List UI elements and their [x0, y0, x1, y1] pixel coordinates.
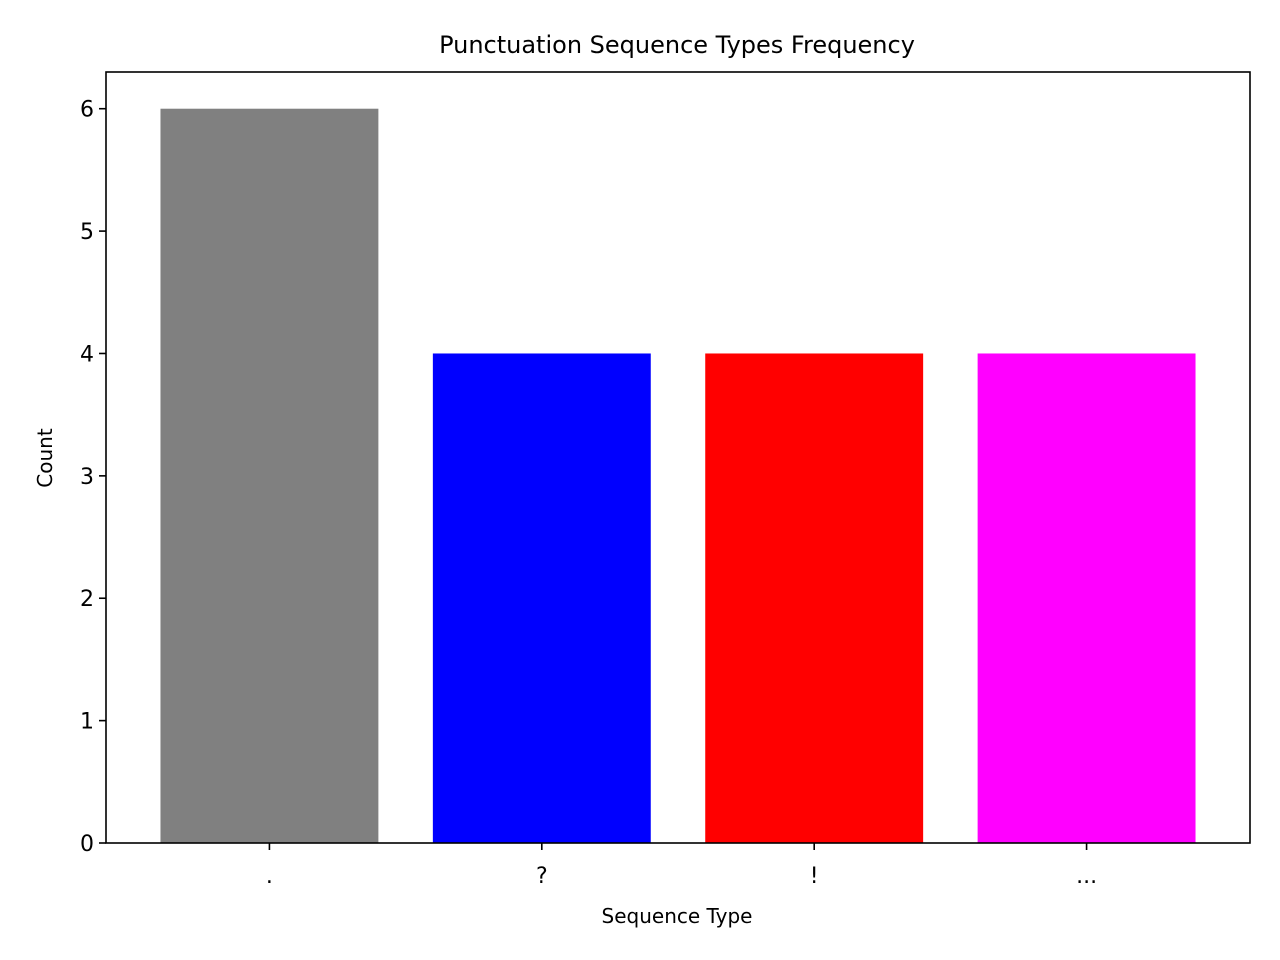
x-tick-label: ! [810, 864, 819, 889]
y-tick-label: 2 [80, 587, 94, 612]
x-tick-label: ? [536, 864, 548, 889]
bar-2 [705, 353, 924, 843]
x-tick-label: ... [1076, 864, 1097, 889]
y-tick-label: 1 [80, 710, 94, 735]
plot-frame [105, 71, 1251, 844]
x-tick-label: . [266, 864, 273, 889]
y-tick-label: 6 [80, 98, 94, 123]
y-tick-label: 0 [80, 832, 94, 857]
bars-layer [160, 108, 1196, 843]
bar-1 [432, 353, 651, 843]
chart-title: Punctuation Sequence Types Frequency [439, 31, 915, 59]
y-axis: 0 1 2 3 4 5 6 [80, 98, 106, 857]
y-tick-label: 4 [80, 342, 94, 367]
y-axis-label: Count [33, 428, 57, 488]
bar-0 [160, 108, 379, 843]
y-tick-label: 5 [80, 220, 94, 245]
y-tick-label: 3 [80, 465, 94, 490]
x-axis: .?!... [266, 843, 1097, 889]
x-axis-label: Sequence Type [602, 904, 753, 928]
bar-3 [977, 353, 1196, 843]
